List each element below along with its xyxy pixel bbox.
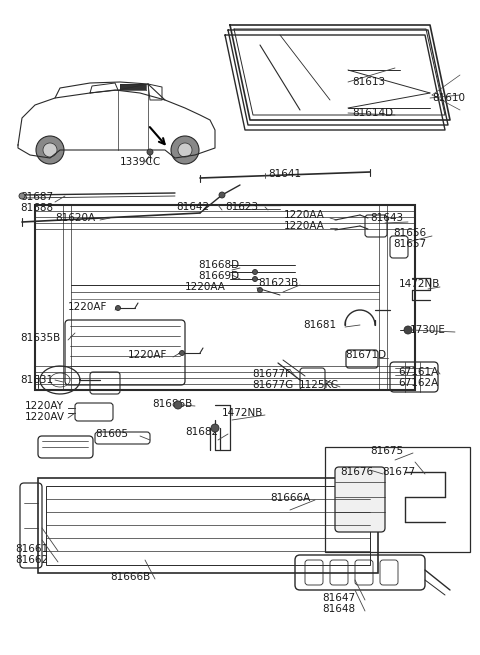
Text: 81623B: 81623B	[258, 278, 298, 288]
Text: 81635B: 81635B	[20, 333, 60, 343]
Text: 1220AF: 1220AF	[128, 350, 168, 360]
Text: 1472NB: 1472NB	[399, 279, 440, 289]
Text: 81681: 81681	[303, 320, 336, 330]
Bar	[35, 205, 415, 390]
Text: 81641: 81641	[268, 169, 301, 179]
Circle shape	[180, 350, 184, 356]
Text: 1339CC: 1339CC	[120, 157, 161, 167]
Text: 1220AF: 1220AF	[68, 302, 108, 312]
Circle shape	[252, 269, 257, 274]
Circle shape	[147, 149, 153, 155]
Text: 81671D: 81671D	[345, 350, 386, 360]
Text: 67161A: 67161A	[398, 367, 438, 377]
Text: 81676: 81676	[340, 467, 373, 477]
Circle shape	[36, 136, 64, 164]
Text: 81668D: 81668D	[198, 260, 239, 270]
Circle shape	[219, 192, 225, 198]
Text: 1472NB: 1472NB	[222, 408, 264, 418]
Text: 81642: 81642	[176, 202, 209, 212]
Bar	[46, 486, 370, 565]
Circle shape	[43, 143, 57, 157]
Text: 1730JE: 1730JE	[410, 325, 446, 335]
Text: 81669D: 81669D	[198, 271, 239, 281]
Text: 81657: 81657	[393, 239, 426, 249]
Text: 81688: 81688	[20, 203, 53, 213]
Text: 81610: 81610	[432, 93, 465, 103]
Circle shape	[257, 288, 263, 293]
Bar	[325, 447, 470, 552]
Text: 81643: 81643	[370, 213, 403, 223]
Bar	[120, 84, 146, 90]
Text: 81648: 81648	[322, 604, 355, 614]
Circle shape	[19, 193, 25, 199]
Bar	[38, 478, 378, 573]
Text: 1220AA: 1220AA	[284, 210, 325, 220]
Text: 81661: 81661	[15, 544, 48, 554]
Circle shape	[211, 424, 219, 432]
Text: 81613: 81613	[352, 77, 385, 87]
Circle shape	[178, 143, 192, 157]
Text: 81666A: 81666A	[270, 493, 310, 503]
Circle shape	[116, 305, 120, 310]
Text: 1220AY: 1220AY	[25, 401, 64, 411]
Text: 81677G: 81677G	[252, 380, 293, 390]
Circle shape	[171, 136, 199, 164]
Text: 81662: 81662	[15, 555, 48, 565]
Circle shape	[252, 276, 257, 282]
Text: 81677: 81677	[382, 467, 415, 477]
Text: 81682: 81682	[185, 427, 218, 437]
Text: 81687: 81687	[20, 192, 53, 202]
Text: 81656: 81656	[393, 228, 426, 238]
Circle shape	[174, 401, 182, 409]
Text: 1220AV: 1220AV	[25, 412, 65, 422]
Text: 81666B: 81666B	[110, 572, 150, 582]
Text: 1220AA: 1220AA	[284, 221, 325, 231]
Text: 81675: 81675	[370, 446, 403, 456]
Text: 67162A: 67162A	[398, 378, 438, 388]
Text: 81620A: 81620A	[55, 213, 95, 223]
Text: 81614D: 81614D	[352, 108, 393, 118]
Text: 1125KC: 1125KC	[299, 380, 339, 390]
Text: 81605: 81605	[95, 429, 128, 439]
Text: 81686B: 81686B	[152, 399, 192, 409]
FancyBboxPatch shape	[335, 467, 385, 532]
Circle shape	[404, 326, 412, 334]
Text: 81623: 81623	[225, 202, 258, 212]
Text: 81631: 81631	[20, 375, 53, 385]
Text: 1220AA: 1220AA	[185, 282, 226, 292]
Text: 81677F: 81677F	[252, 369, 291, 379]
Text: 81647: 81647	[322, 593, 355, 603]
